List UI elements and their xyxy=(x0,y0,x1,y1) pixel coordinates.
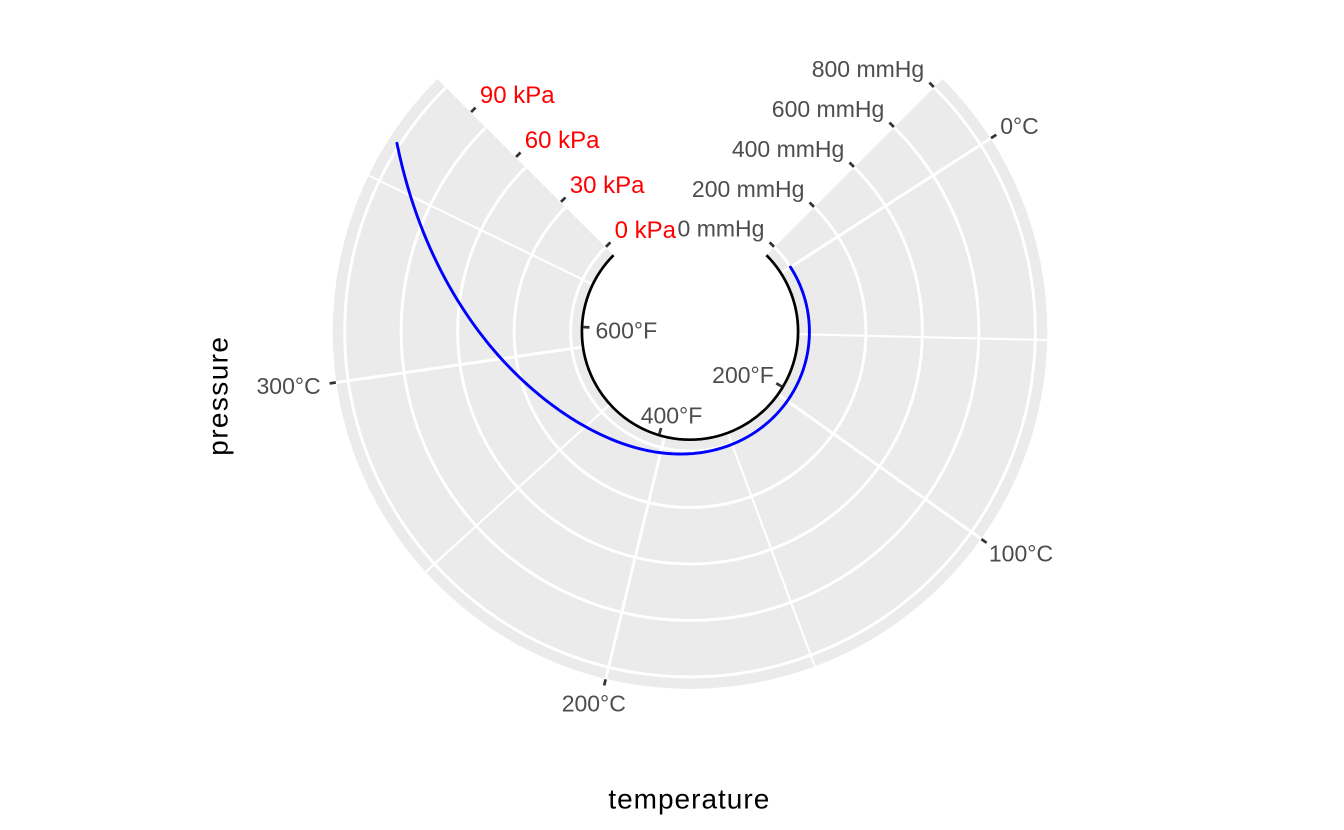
svg-text:pressure: pressure xyxy=(203,336,234,456)
svg-text:30 kPa: 30 kPa xyxy=(570,172,645,199)
svg-text:300°C: 300°C xyxy=(257,373,321,399)
svg-text:60 kPa: 60 kPa xyxy=(525,127,600,154)
svg-text:400°F: 400°F xyxy=(641,402,703,428)
svg-text:600°F: 600°F xyxy=(596,318,658,344)
svg-text:0 mmHg: 0 mmHg xyxy=(678,216,765,242)
svg-text:100°C: 100°C xyxy=(989,541,1053,567)
svg-text:0 kPa: 0 kPa xyxy=(615,217,677,244)
svg-text:200 mmHg: 200 mmHg xyxy=(692,176,804,202)
svg-text:0°C: 0°C xyxy=(1000,113,1039,139)
svg-text:200°C: 200°C xyxy=(562,690,626,716)
svg-text:90 kPa: 90 kPa xyxy=(480,82,555,109)
svg-text:600 mmHg: 600 mmHg xyxy=(772,96,884,122)
svg-text:800 mmHg: 800 mmHg xyxy=(812,56,924,82)
svg-text:400 mmHg: 400 mmHg xyxy=(732,136,844,162)
svg-text:200°F: 200°F xyxy=(712,362,774,388)
svg-text:temperature: temperature xyxy=(608,784,770,815)
